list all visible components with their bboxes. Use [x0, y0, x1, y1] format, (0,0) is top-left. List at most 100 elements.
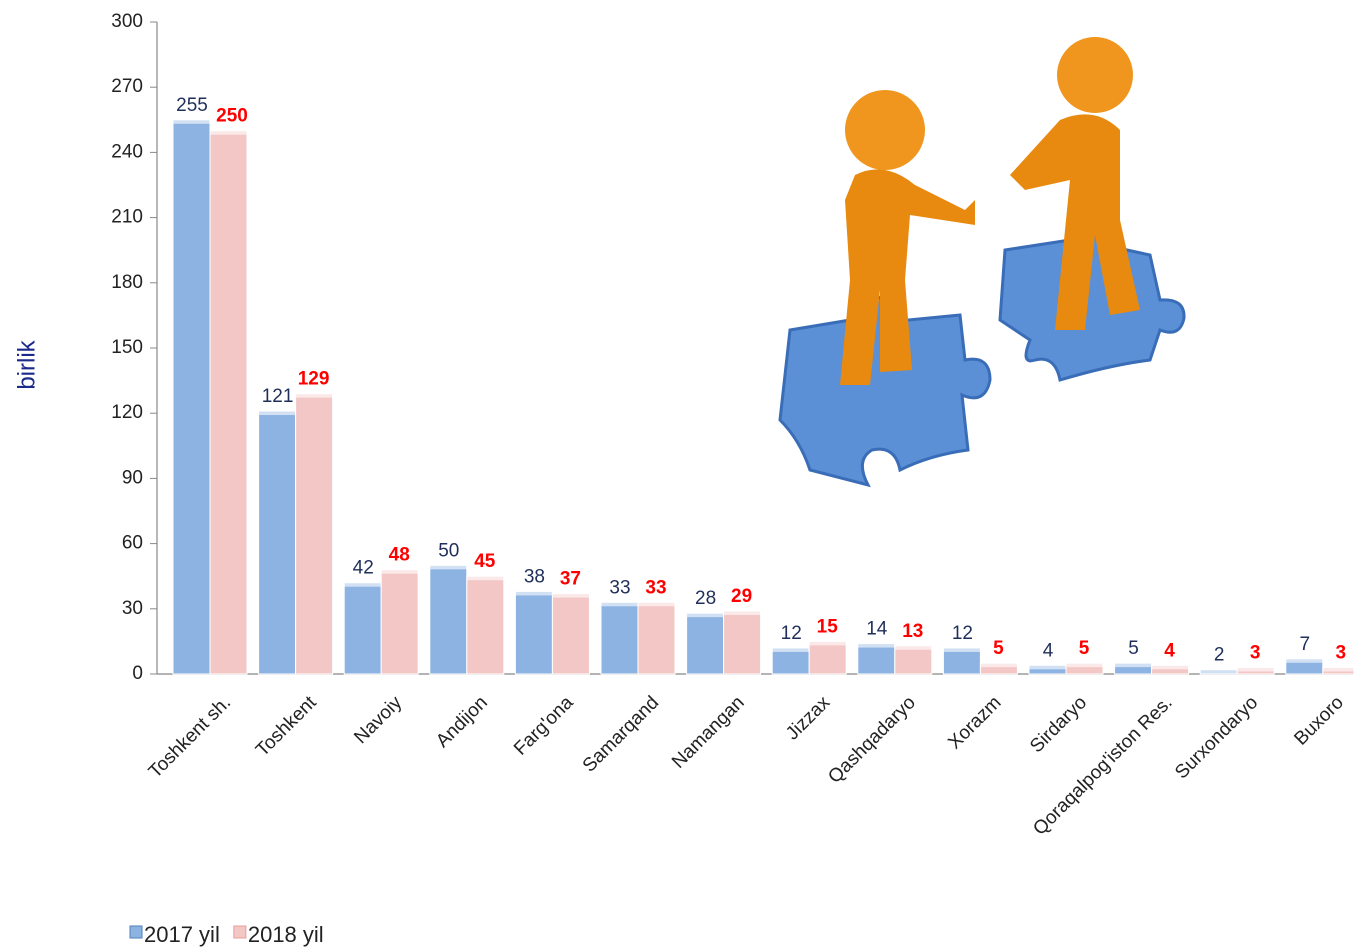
y-tick-label: 60 — [122, 533, 143, 554]
data-label: 48 — [389, 545, 410, 566]
figure-body — [840, 169, 975, 385]
data-label: 45 — [474, 551, 496, 572]
x-tick-label: Toshkent sh. — [145, 692, 235, 782]
x-tick-label: Namangan — [668, 692, 749, 773]
y-tick-label: 180 — [111, 272, 143, 293]
data-label: 7 — [1300, 634, 1311, 655]
bar — [429, 564, 468, 675]
data-label: 5 — [1128, 638, 1139, 659]
x-tick-label: Qoraqalpog'iston Res. — [1029, 692, 1176, 839]
figure-body — [1010, 114, 1140, 330]
legend-swatch — [129, 925, 143, 939]
bar — [942, 647, 981, 675]
bar — [637, 601, 676, 675]
x-tick-label: Sirdaryo — [1026, 692, 1091, 757]
x-tick-label: Jizzax — [782, 692, 835, 745]
data-label: 33 — [645, 577, 666, 598]
bar-highlight — [429, 565, 467, 570]
y-axis-label: birlik — [13, 339, 40, 389]
bar-highlight — [466, 576, 504, 581]
bar-highlight — [258, 411, 296, 416]
data-label: 5 — [1079, 638, 1090, 659]
bar — [380, 569, 419, 675]
bar-highlight — [210, 130, 247, 135]
data-label: 37 — [560, 569, 581, 590]
data-label: 38 — [524, 566, 545, 587]
bar — [894, 645, 933, 675]
y-tick-label: 210 — [111, 207, 143, 228]
y-tick-label: 300 — [111, 11, 143, 32]
bar — [857, 643, 896, 675]
bar-highlight — [1200, 669, 1238, 674]
bar-highlight — [943, 647, 981, 652]
legend-label: 2018 yil — [248, 922, 324, 947]
data-label: 14 — [866, 619, 888, 640]
y-tick-label: 240 — [111, 141, 143, 162]
bar-highlight — [1066, 663, 1103, 668]
x-tick-label: Samarqand — [579, 692, 663, 776]
bar — [808, 640, 847, 675]
x-tick-label: Toshkent — [252, 692, 321, 761]
y-tick-label: 30 — [122, 598, 143, 619]
bar — [172, 119, 211, 675]
data-label: 29 — [731, 586, 752, 607]
y-tick-label: 270 — [111, 76, 143, 97]
bar-highlight — [1285, 658, 1323, 663]
legend-swatch — [233, 925, 247, 939]
x-tick-label: Buxoro — [1290, 692, 1347, 749]
illustration — [778, 37, 1186, 488]
bar — [723, 610, 762, 675]
bar-highlight — [1151, 665, 1189, 670]
x-tick-label: Navoiy — [350, 692, 406, 748]
data-label: 50 — [438, 540, 459, 561]
bar — [258, 410, 297, 675]
bar — [295, 393, 334, 675]
bar-highlight — [515, 591, 553, 596]
bar-highlight — [1322, 667, 1354, 672]
bar-highlight — [809, 641, 847, 646]
data-label: 4 — [1164, 640, 1175, 661]
data-label: 28 — [695, 588, 716, 609]
y-tick-label: 150 — [111, 337, 143, 358]
bar-highlight — [857, 643, 895, 648]
data-label: 5 — [993, 638, 1004, 659]
data-label: 250 — [216, 106, 248, 127]
data-label: 3 — [1250, 642, 1261, 663]
bar — [551, 593, 590, 675]
bar-highlight — [1114, 663, 1152, 668]
x-tick-label: Surxondaryo — [1171, 692, 1262, 783]
bar-highlight — [638, 602, 675, 607]
data-label: 121 — [262, 386, 294, 407]
bar-highlight — [381, 569, 419, 574]
data-label: 129 — [298, 369, 330, 390]
bar-highlight — [173, 119, 210, 124]
data-label: 255 — [176, 95, 208, 116]
data-label: 12 — [781, 623, 802, 644]
bar-highlight — [723, 610, 761, 615]
x-tick-label: Xorazm — [944, 692, 1005, 753]
bar — [600, 601, 639, 675]
x-tick-label: Andijon — [432, 692, 492, 752]
y-tick-label: 120 — [111, 402, 143, 423]
data-label: 33 — [609, 577, 630, 598]
data-label: 2 — [1214, 645, 1225, 666]
data-label: 4 — [1043, 640, 1054, 661]
bar — [209, 130, 248, 675]
data-label: 12 — [952, 623, 973, 644]
bar-highlight — [980, 663, 1018, 668]
bar-highlight — [552, 593, 590, 598]
bar-highlight — [1029, 665, 1066, 670]
x-tick-label: Farg'ona — [510, 692, 578, 760]
bar — [343, 582, 382, 675]
y-tick-label: 90 — [122, 467, 143, 488]
x-tick-label: Qashqadaryo — [824, 692, 920, 788]
data-label: 13 — [902, 621, 923, 642]
bar-highlight — [1237, 667, 1275, 672]
figure-head — [1057, 37, 1133, 113]
data-label: 42 — [353, 558, 374, 579]
bar — [686, 612, 725, 675]
bar-highlight — [772, 647, 810, 652]
legend-label: 2017 yil — [144, 922, 220, 947]
bar — [466, 575, 505, 675]
